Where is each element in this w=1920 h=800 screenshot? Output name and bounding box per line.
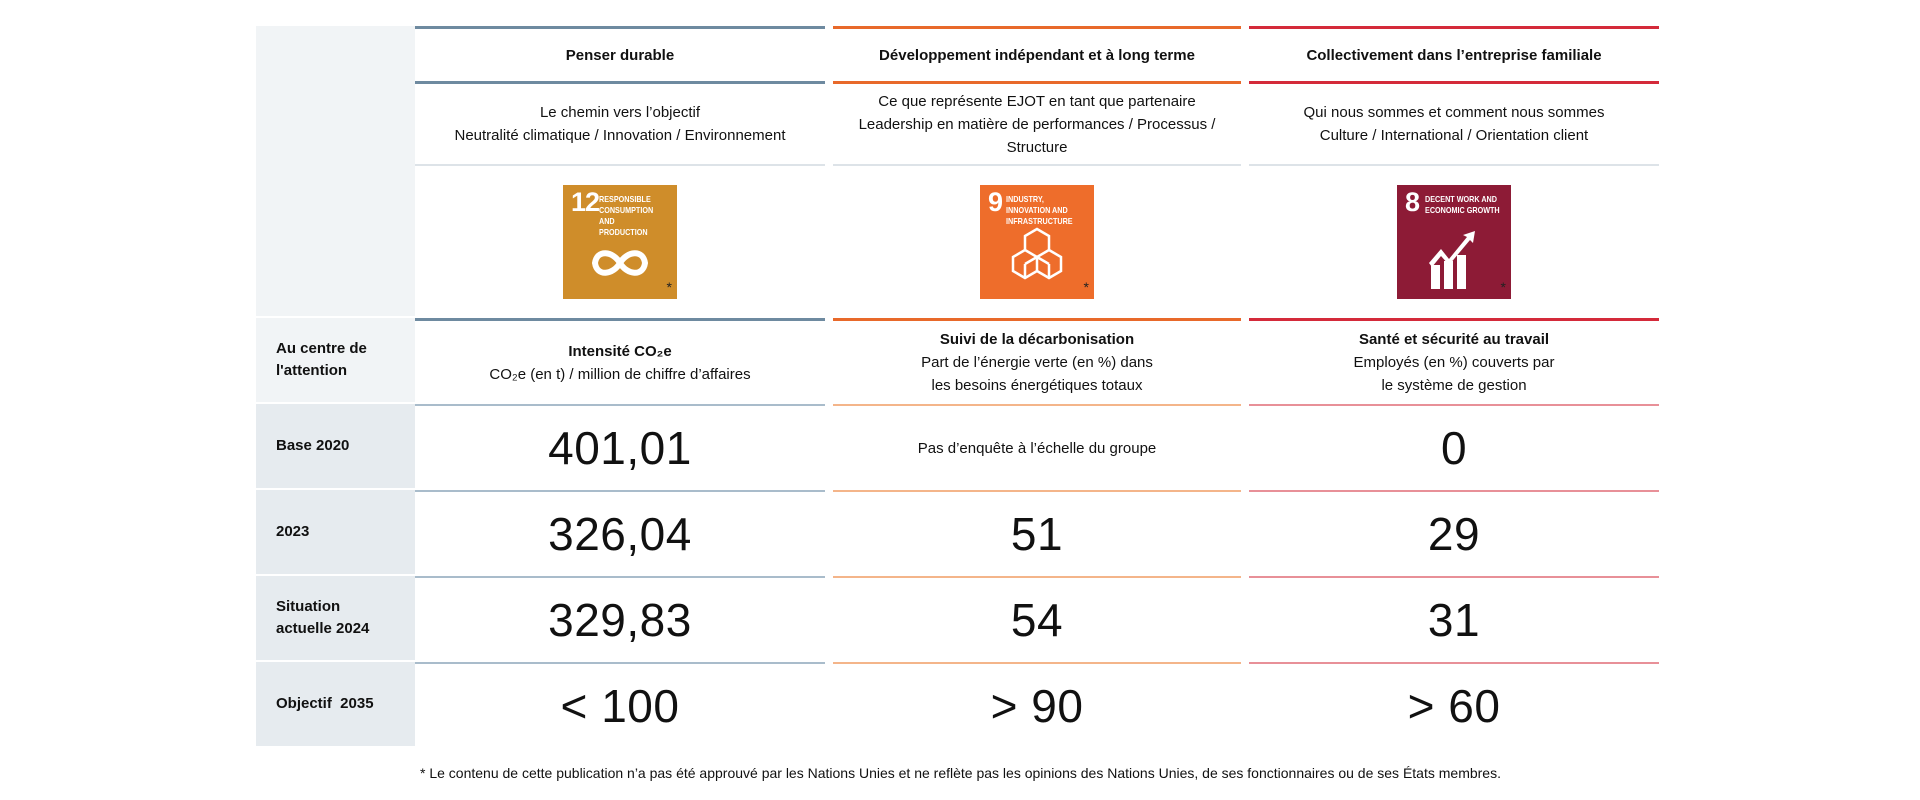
subtitle-line: Culture / International / Orientation cl… — [1319, 127, 1589, 144]
focus-title: Suivi de la décarbonisation — [939, 331, 1135, 348]
column-title: Penser durable — [415, 26, 825, 81]
row-label-empty — [256, 26, 415, 318]
sdg-label: INDUSTRY, INNOVATION AND INFRASTRUCTURE — [1006, 194, 1073, 226]
value-cell: < 100 — [415, 662, 825, 748]
value-cell: 326,04 — [415, 490, 825, 576]
column-subtitle: Le chemin vers l’objectif Neutralité cli… — [415, 81, 825, 164]
asterisk: * — [666, 279, 672, 295]
kpi-table: Penser durable Développement indépendant… — [256, 26, 1659, 748]
sdg-cell: 9 INDUSTRY, INNOVATION AND INFRASTRUCTUR… — [833, 164, 1241, 318]
row-label-focus: Au centre de l'attention — [256, 318, 415, 404]
sdg-number: 8 — [1405, 187, 1420, 217]
sdg-number: 12 — [571, 187, 600, 217]
asterisk: * — [1083, 279, 1089, 295]
column-title: Collectivement dans l’entreprise familia… — [1249, 26, 1659, 81]
column-subtitle: Ce que représente EJOT en tant que parte… — [833, 81, 1241, 164]
infinity-icon — [591, 250, 649, 276]
value-cell: 31 — [1249, 576, 1659, 662]
value-cell: > 90 — [833, 662, 1241, 748]
row-label-2024: Situation actuelle 2024 — [256, 576, 415, 662]
growth-chart-icon — [1429, 231, 1475, 289]
sdg-label: DECENT WORK AND ECONOMIC GROWTH — [1425, 194, 1500, 215]
subtitle-line: Neutralité climatique / Innovation / Env… — [454, 127, 786, 144]
cubes-icon — [1011, 227, 1063, 280]
focus-cell: Santé et sécurité au travail Employés (e… — [1249, 318, 1659, 404]
value-cell: 0 — [1249, 404, 1659, 490]
focus-cell: Suivi de la décarbonisation Part de l’én… — [833, 318, 1241, 404]
subtitle-line: Ce que représente EJOT en tant que parte… — [878, 92, 1196, 110]
value-cell: 401,01 — [415, 404, 825, 490]
focus-title: Santé et sécurité au travail — [1358, 331, 1550, 348]
value-cell: 29 — [1249, 490, 1659, 576]
sdg-12-badge: 12 RESPONSIBLE CONSUMPTION AND PRODUCTIO… — [563, 185, 677, 299]
focus-desc: CO₂e (en t) / million de chiffre d’affai… — [489, 365, 751, 383]
asterisk: * — [1500, 279, 1506, 295]
value-cell: 51 — [833, 490, 1241, 576]
subtitle-line: Le chemin vers l’objectif — [539, 104, 701, 121]
focus-cell: Intensité CO₂e CO₂e (en t) / million de … — [415, 318, 825, 404]
focus-desc: Part de l’énergie verte (en %) dans les … — [921, 354, 1153, 394]
subtitle-line: Leadership en matière de performances / … — [858, 115, 1216, 133]
sdg-label: RESPONSIBLE CONSUMPTION AND PRODUCTION — [599, 194, 654, 237]
value-cell: 329,83 — [415, 576, 825, 662]
focus-desc: Employés (en %) couverts par le système … — [1353, 354, 1555, 394]
column-subtitle: Qui nous sommes et comment nous sommes C… — [1249, 81, 1659, 164]
sdg-cell: 12 RESPONSIBLE CONSUMPTION AND PRODUCTIO… — [415, 164, 825, 318]
row-label-base: Base 2020 — [256, 404, 415, 490]
row-label-objective: Objectif 2035 — [256, 662, 415, 748]
subtitle-line: Structure — [1006, 138, 1068, 156]
row-label-2023: 2023 — [256, 490, 415, 576]
subtitle-line: Qui nous sommes et comment nous sommes — [1303, 104, 1605, 121]
sdg-number: 9 — [988, 187, 1003, 217]
column-title: Développement indépendant et à long term… — [833, 26, 1241, 81]
value-cell: > 60 — [1249, 662, 1659, 748]
value-cell: 54 — [833, 576, 1241, 662]
focus-title: Intensité CO₂e — [568, 342, 672, 360]
value-cell: Pas d’enquête à l’échelle du groupe — [833, 404, 1241, 490]
footnote: * Le contenu de cette publication n’a pa… — [420, 765, 1501, 781]
sdg-cell: 8 DECENT WORK AND ECONOMIC GROWTH * — [1249, 164, 1659, 318]
sdg-8-badge: 8 DECENT WORK AND ECONOMIC GROWTH * — [1397, 185, 1511, 299]
sdg-9-badge: 9 INDUSTRY, INNOVATION AND INFRASTRUCTUR… — [980, 185, 1094, 299]
